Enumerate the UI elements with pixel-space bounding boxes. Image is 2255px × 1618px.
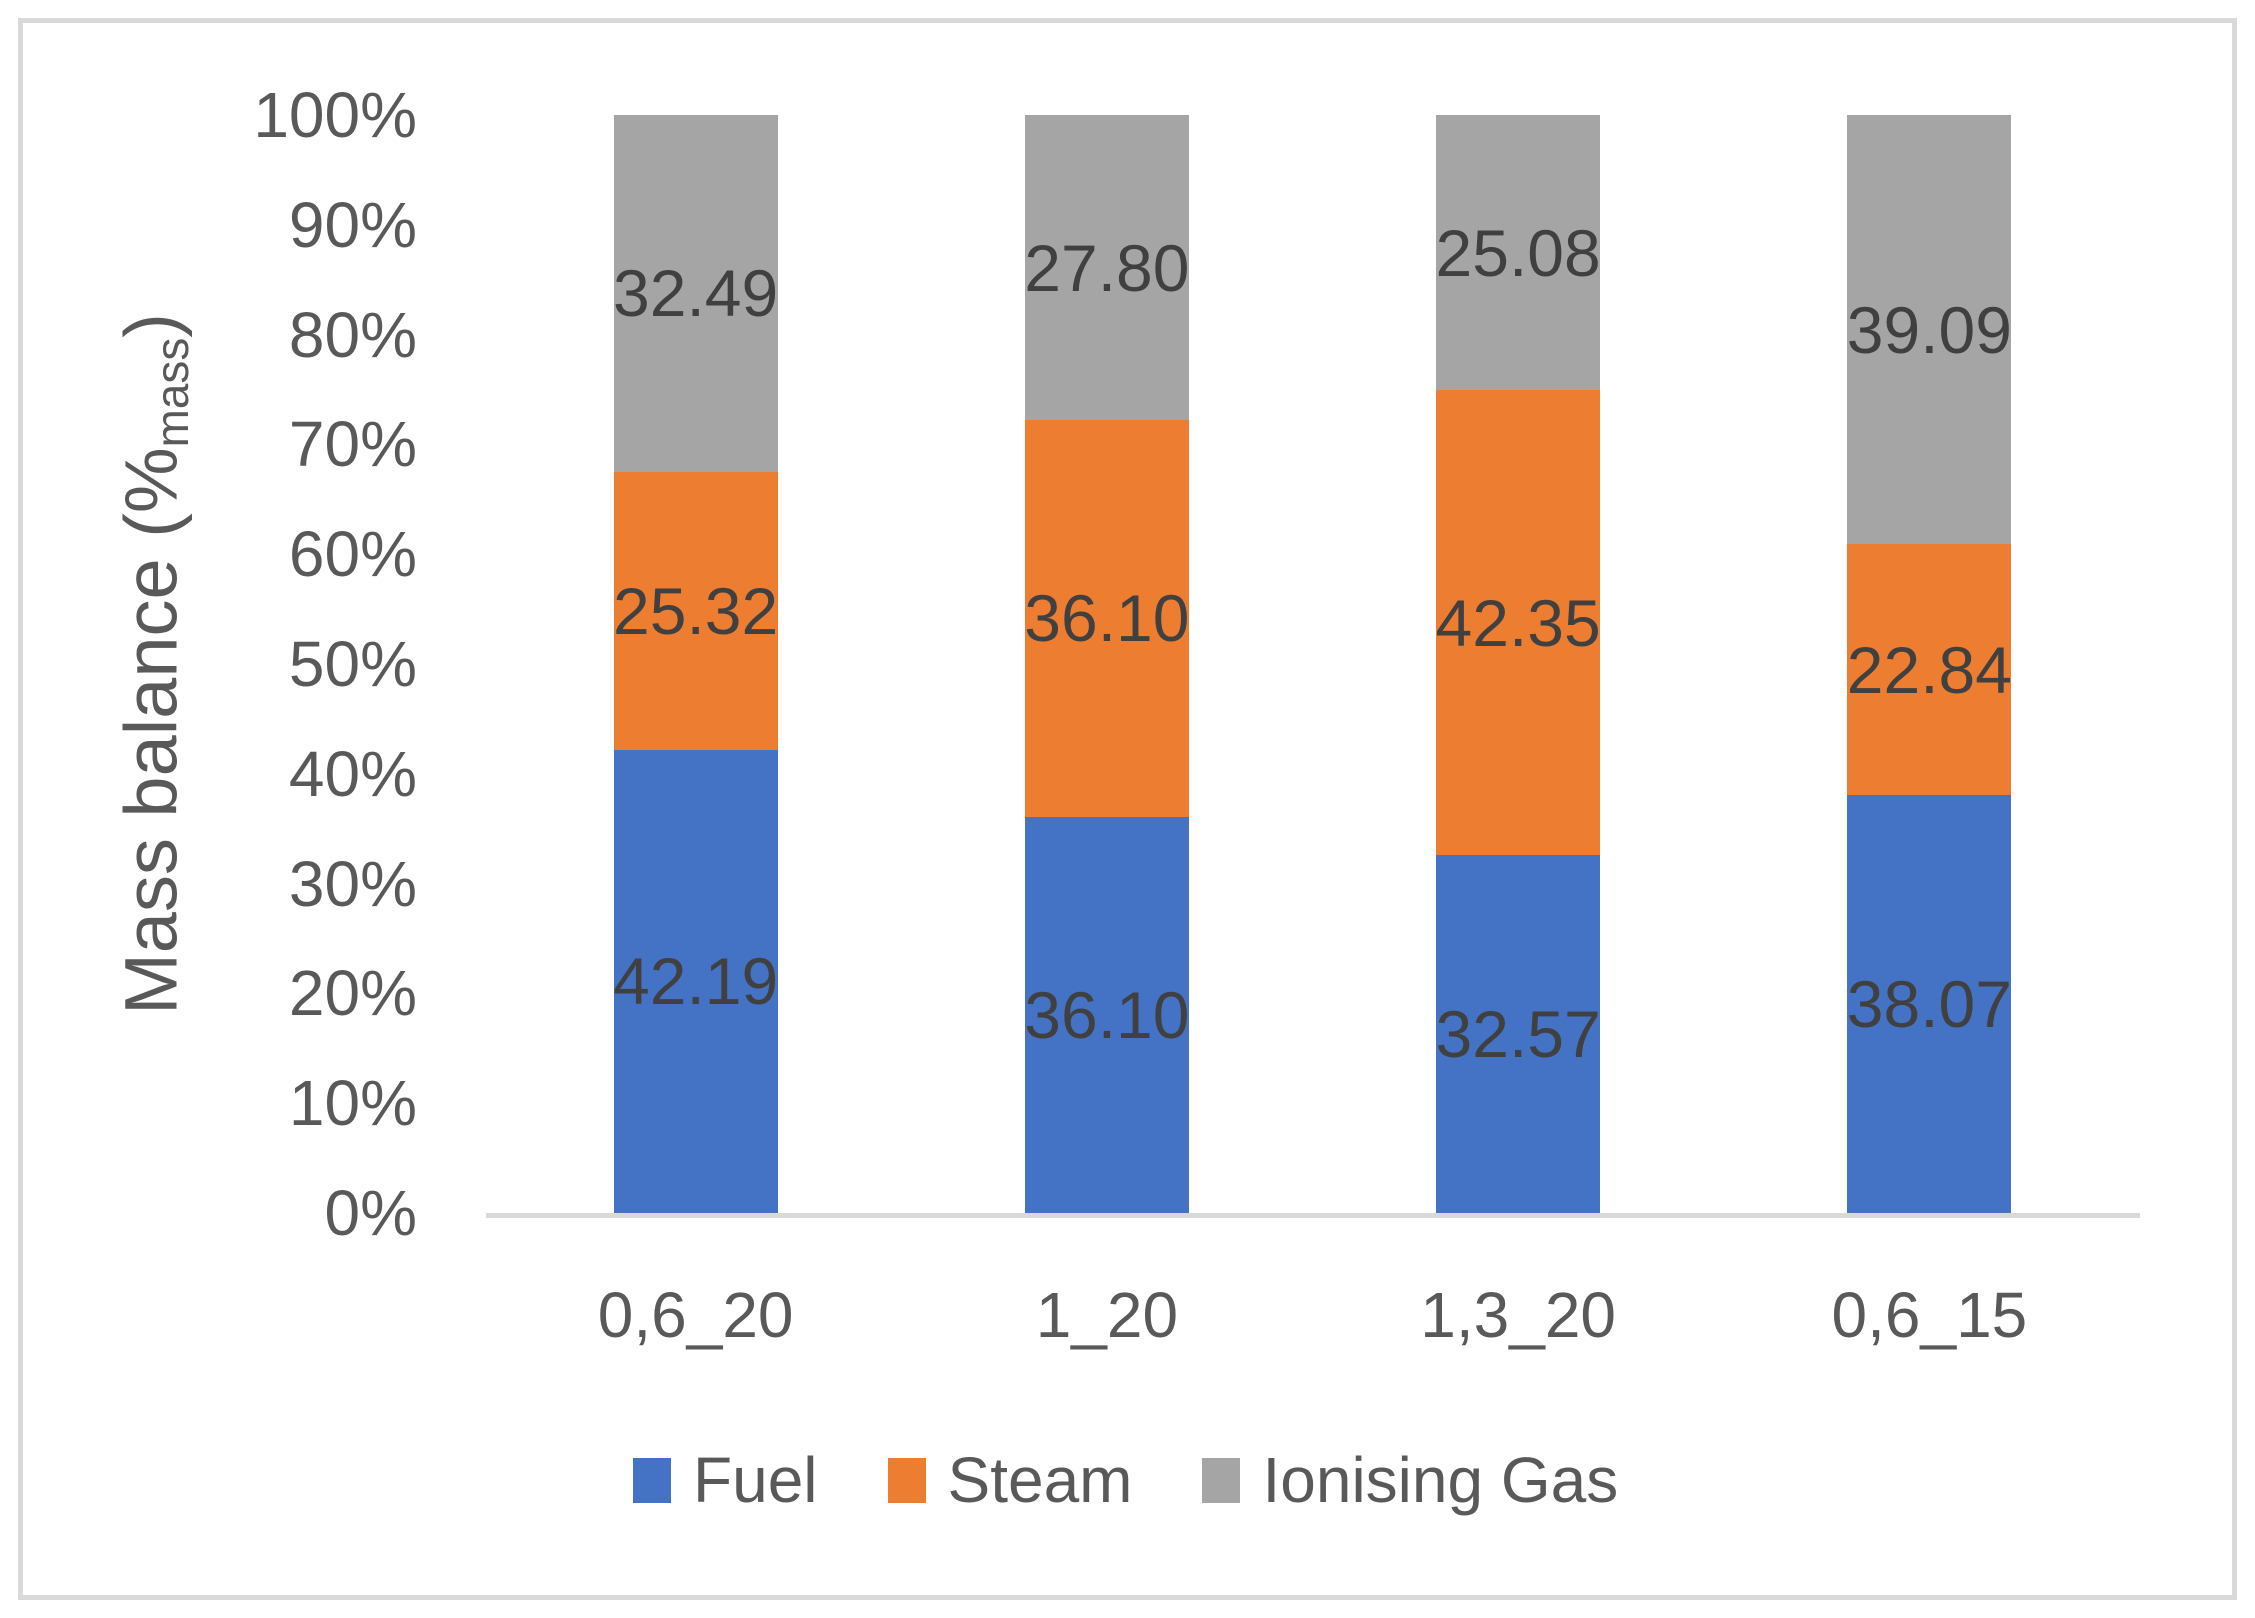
data-label: 25.32 bbox=[613, 573, 779, 648]
bar-segment-ionising-gas: 25.08 bbox=[1435, 115, 1601, 391]
data-label: 39.09 bbox=[1846, 292, 2012, 367]
bar-segment-ionising-gas: 27.80 bbox=[1024, 115, 1190, 421]
data-label: 22.84 bbox=[1846, 632, 2012, 707]
bar-segment-steam: 25.32 bbox=[613, 471, 779, 750]
bar-segment-fuel: 36.10 bbox=[1024, 816, 1190, 1213]
bar-group: 36.10 36.10 27.80 bbox=[901, 115, 1312, 1213]
legend-label: Fuel bbox=[693, 1444, 818, 1516]
bar-segment-fuel: 38.07 bbox=[1846, 795, 2012, 1213]
data-label: 36.10 bbox=[1024, 977, 1190, 1052]
bar-segment-ionising-gas: 39.09 bbox=[1846, 115, 2012, 545]
bar-group: 38.07 22.84 39.09 bbox=[1724, 115, 2135, 1213]
data-label: 27.80 bbox=[1024, 230, 1190, 305]
y-tick-label: 80% bbox=[288, 298, 417, 371]
legend-item-steam: Steam bbox=[887, 1444, 1133, 1516]
y-tick-label: 100% bbox=[253, 79, 417, 151]
data-label: 42.19 bbox=[613, 944, 779, 1019]
bar-segment-fuel: 32.57 bbox=[1435, 855, 1601, 1213]
legend-swatch bbox=[887, 1457, 926, 1503]
bar-segment-fuel: 42.19 bbox=[613, 749, 779, 1213]
data-label: 36.10 bbox=[1024, 581, 1190, 656]
bar-stack: 38.07 22.84 39.09 bbox=[1846, 115, 2012, 1213]
y-tick-label: 0% bbox=[324, 1177, 418, 1249]
x-axis-label: 1,3_20 bbox=[1420, 1279, 1616, 1351]
legend-swatch bbox=[1202, 1457, 1241, 1503]
y-tick-label: 30% bbox=[288, 847, 417, 920]
legend: Fuel Steam Ionising Gas bbox=[633, 1448, 1618, 1512]
y-tick-label: 50% bbox=[288, 628, 417, 700]
legend-label: Ionising Gas bbox=[1262, 1444, 1619, 1516]
legend-item-fuel: Fuel bbox=[633, 1448, 818, 1512]
y-tick-label: 10% bbox=[288, 1067, 417, 1140]
bar-segment-ionising-gas: 32.49 bbox=[613, 115, 779, 472]
y-tick-label: 20% bbox=[288, 957, 417, 1030]
y-tick-label: 60% bbox=[288, 518, 417, 591]
x-axis-label: 0,6_20 bbox=[597, 1279, 794, 1351]
y-tick-label: 40% bbox=[288, 737, 417, 810]
data-label: 32.49 bbox=[613, 256, 779, 331]
data-label: 25.08 bbox=[1435, 215, 1601, 290]
bar-group: 32.57 42.35 25.08 bbox=[1313, 115, 1724, 1213]
bar-segment-steam: 22.84 bbox=[1846, 544, 2012, 795]
y-tick-label: 70% bbox=[288, 408, 417, 481]
x-axis-line bbox=[486, 1213, 2140, 1218]
bar-segment-steam: 36.10 bbox=[1024, 420, 1190, 817]
x-axis-label: 0,6_15 bbox=[1831, 1279, 2028, 1351]
bar-stack: 36.10 36.10 27.80 bbox=[1024, 115, 1190, 1213]
bar-stack: 42.19 25.32 32.49 bbox=[613, 115, 779, 1213]
bar-group: 42.19 25.32 32.49 bbox=[490, 115, 901, 1213]
legend-item-ionising-gas: Ionising Gas bbox=[1202, 1448, 1618, 1512]
legend-label: Steam bbox=[947, 1444, 1133, 1516]
data-label: 38.07 bbox=[1846, 967, 2012, 1041]
data-label: 42.35 bbox=[1435, 585, 1601, 660]
y-axis-tick-labels: 0% 10% 20% 30% 40% 50% 60% 70% 80% 90% 100% bbox=[100, 83, 417, 1245]
y-tick-label: 90% bbox=[288, 188, 417, 261]
plot-area: 42.19 25.32 32.49 36.10 36.10 27.80 32.57 42.35… bbox=[490, 115, 2135, 1213]
legend-swatch bbox=[633, 1457, 671, 1503]
data-label: 32.57 bbox=[1435, 997, 1601, 1072]
bar-stack: 32.57 42.35 25.08 bbox=[1435, 115, 1601, 1213]
x-axis-label: 1_20 bbox=[1035, 1279, 1179, 1351]
bar-segment-steam: 42.35 bbox=[1435, 390, 1601, 856]
